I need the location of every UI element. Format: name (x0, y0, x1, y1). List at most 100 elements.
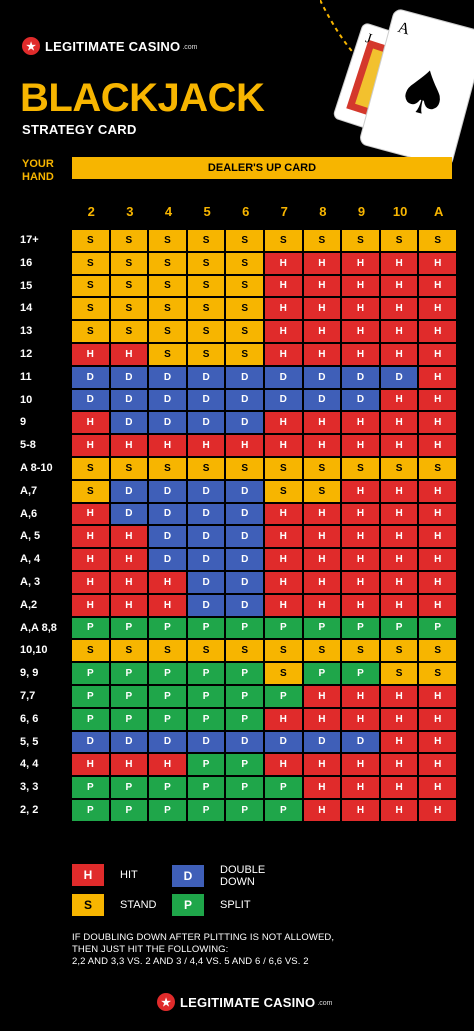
split-note: IF DOUBLING DOWN AFTER PLITTING IS NOT A… (72, 932, 452, 968)
strategy-cell: P (110, 799, 148, 821)
strategy-cell: S (419, 663, 456, 684)
strategy-cell: S (149, 252, 186, 274)
strategy-cell: P (72, 799, 109, 821)
strategy-cell: P (110, 708, 148, 730)
strategy-cell: S (149, 321, 186, 342)
table-row: A,2 H H H D D H H H H H (20, 594, 456, 617)
legend-split-label: SPLIT (220, 899, 251, 911)
strategy-cell: H (419, 503, 456, 525)
strategy-cell: H (303, 435, 341, 456)
strategy-cell: S (265, 230, 302, 251)
dealer-card-4: 6 (242, 204, 250, 219)
strategy-cell: H (342, 526, 379, 548)
strategy-cell: H (380, 435, 418, 456)
strategy-cell: H (380, 754, 418, 776)
chip-icon: ★ (157, 993, 175, 1011)
strategy-cell: H (342, 343, 379, 365)
strategy-cell: H (72, 412, 109, 434)
strategy-cell: S (342, 457, 379, 479)
strategy-cell: D (226, 480, 263, 502)
strategy-cell: D (149, 389, 186, 411)
strategy-cell: H (419, 343, 456, 365)
strategy-cell: S (72, 480, 109, 502)
strategy-cell: H (303, 549, 341, 570)
strategy-cell: P (72, 777, 109, 798)
your-hand-label: YOUR HAND (22, 158, 54, 184)
strategy-cell: H (303, 754, 341, 776)
strategy-cell: H (72, 594, 109, 616)
strategy-cell: H (419, 708, 456, 730)
table-row: 11 D D D D D D D D D H (20, 366, 456, 389)
strategy-cell: D (110, 389, 148, 411)
player-hand-label: 13 (20, 325, 33, 338)
dealer-card-8: 10 (392, 204, 408, 219)
strategy-cell: S (419, 457, 456, 479)
strategy-cell: H (342, 435, 379, 456)
dealer-up-card-header: DEALER'S UP CARD (72, 157, 452, 179)
strategy-cell: H (110, 549, 148, 570)
table-row: A,6 H D D D D H H H H H (20, 503, 456, 526)
strategy-cell: D (226, 594, 263, 616)
strategy-cell: H (380, 503, 418, 525)
strategy-cell: H (342, 777, 379, 798)
strategy-cell: S (303, 480, 341, 502)
strategy-cell: H (380, 389, 418, 411)
strategy-cell: H (419, 731, 456, 753)
strategy-cell: S (303, 457, 341, 479)
legend-split: P SPLIT (172, 894, 251, 916)
strategy-cell: S (110, 275, 148, 297)
strategy-cell: S (72, 252, 109, 274)
strategy-cell: H (342, 252, 379, 274)
strategy-cell: H (380, 480, 418, 502)
strategy-cell: P (419, 617, 456, 639)
strategy-cell: H (380, 549, 418, 570)
player-hand-label: 17+ (20, 234, 39, 246)
strategy-cell: D (187, 503, 225, 525)
strategy-cell: H (342, 571, 379, 593)
table-row: A 8-10 S S S S S S S S S S (20, 457, 456, 480)
ace-rank: A (396, 19, 412, 39)
dealer-card-3: 5 (203, 204, 211, 219)
note-line3: 2,2 AND 3,3 VS. 2 AND 3 / 4,4 VS. 5 AND … (72, 956, 309, 967)
strategy-cell: H (380, 321, 418, 342)
strategy-cell: H (380, 685, 418, 707)
strategy-cell: S (265, 457, 302, 479)
strategy-cell: S (265, 640, 302, 662)
playing-cards-illustration: J A ♠ (319, 0, 474, 180)
strategy-cell: H (265, 594, 302, 616)
note-line1: IF DOUBLING DOWN AFTER PLITTING IS NOT A… (72, 932, 335, 943)
strategy-cell: H (419, 754, 456, 776)
strategy-cell: H (303, 708, 341, 730)
strategy-cell: P (380, 617, 418, 639)
strategy-cell: D (342, 389, 379, 411)
strategy-cell: H (380, 412, 418, 434)
legend: H HIT S STAND D DOUBLE DOWN P SPLIT (72, 864, 372, 920)
strategy-cell: H (110, 754, 148, 776)
strategy-cell: D (110, 366, 148, 388)
strategy-cell: P (149, 663, 186, 684)
table-row: 10 D D D D D D D D H H (20, 389, 456, 412)
strategy-cell: D (187, 526, 225, 548)
strategy-cell: P (110, 663, 148, 684)
strategy-cell: P (187, 663, 225, 684)
strategy-cell: H (419, 594, 456, 616)
player-hand-label: 5-8 (20, 439, 36, 452)
strategy-cell: P (110, 617, 148, 639)
strategy-cell: P (187, 777, 225, 798)
strategy-cell: H (110, 435, 148, 456)
strategy-cell: S (342, 640, 379, 662)
strategy-cell: H (303, 571, 341, 593)
strategy-cell: D (72, 731, 109, 753)
strategy-cell: D (110, 480, 148, 502)
player-hand-label: A,7 (20, 484, 38, 497)
page-title: BLACKJACK (20, 76, 265, 120)
player-hand-label: 14 (20, 302, 33, 315)
table-row: 17+ S S S S S S S S S S (20, 229, 456, 252)
strategy-cell: S (226, 321, 263, 342)
strategy-cell: H (265, 708, 302, 730)
strategy-cell: D (265, 389, 302, 411)
